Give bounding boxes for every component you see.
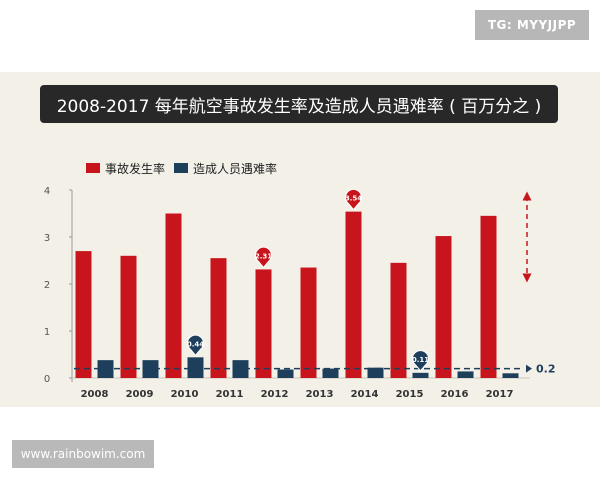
callout-pin-icon [255, 246, 272, 269]
bars-group [75, 211, 519, 378]
bar-fatality-2010 [187, 357, 204, 378]
chart-title: 2008-2017 每年航空事故发生率及造成人员遇难率 ( 百万分之 ) [40, 85, 558, 123]
callout-pin-icon [412, 350, 429, 372]
x-axis-labels: 2008 2009 2010 2011 2012 2013 2014 2015 2016 2017 [81, 389, 514, 400]
callout-label-2015: 0.11 [412, 356, 429, 364]
x-tick-label-2011: 2011 [216, 389, 244, 400]
y-tick-label: 3 [44, 233, 50, 244]
bar-fatality-2015 [412, 372, 429, 378]
legend-label-accident: 事故发生率 [105, 161, 165, 176]
x-tick-label-2013: 2013 [306, 389, 334, 400]
x-tick-label-2016: 2016 [441, 389, 469, 400]
bar-accident-2014 [345, 211, 362, 378]
callout-pin-icon [187, 334, 204, 357]
x-tick-label-2009: 2009 [126, 389, 154, 400]
bar-accident-2012 [255, 269, 272, 378]
bar-accident-2015 [390, 262, 407, 378]
callout-pin-icon [345, 188, 362, 211]
bar-fatality-2012 [277, 369, 294, 378]
bar-fatality-2011 [232, 360, 249, 378]
callout-label-2010: 0.44 [187, 340, 204, 348]
y-tick-label: 1 [44, 327, 50, 338]
y-tick-label: 2 [44, 280, 50, 291]
legend: 事故发生率 造成人员遇难率 [86, 161, 277, 176]
x-tick-label-2015: 2015 [396, 389, 424, 400]
bar-accident-2013 [300, 267, 317, 378]
legend-swatch-accident [86, 163, 100, 173]
x-tick-label-2010: 2010 [171, 389, 199, 400]
bar-fatality-2009 [142, 360, 159, 378]
bar-fatality-2016 [457, 371, 474, 378]
y-tick-label: 4 [44, 186, 50, 197]
bar-accident-2011 [210, 258, 227, 378]
x-tick-label-2008: 2008 [81, 389, 109, 400]
bar-fatality-2013 [322, 368, 339, 378]
bar-accident-2009 [120, 255, 137, 378]
chart-panel [0, 72, 600, 407]
x-tick-label-2012: 2012 [261, 389, 289, 400]
bar-fatality-2014 [367, 367, 384, 378]
bar-fatality-2017 [502, 373, 519, 378]
legend-swatch-fatality [174, 163, 188, 173]
legend-label-fatality: 造成人员遇难率 [193, 161, 277, 176]
bar-accident-2016 [435, 236, 452, 378]
bar-accident-2017 [480, 215, 497, 378]
y-axis: 0 1 2 3 4 [44, 186, 530, 385]
callout-label-2014: 3.54 [345, 195, 362, 203]
callout-label-2012: 2.31 [255, 252, 272, 260]
bottom-watermark: www.rainbowim.com [12, 440, 154, 468]
bar-accident-2010 [165, 213, 182, 378]
reference-line-label: 0.2 [536, 363, 556, 376]
annotations: 0.2 2.31 3.54 0.44 0.11 [74, 188, 556, 376]
x-tick-label-2017: 2017 [486, 389, 514, 400]
reference-arrow-icon [526, 364, 532, 373]
x-tick-label-2014: 2014 [351, 389, 379, 400]
y-tick-label: 0 [44, 374, 50, 385]
bar-accident-2008 [75, 251, 92, 378]
top-watermark: TG: MYYJJPP [475, 10, 589, 40]
